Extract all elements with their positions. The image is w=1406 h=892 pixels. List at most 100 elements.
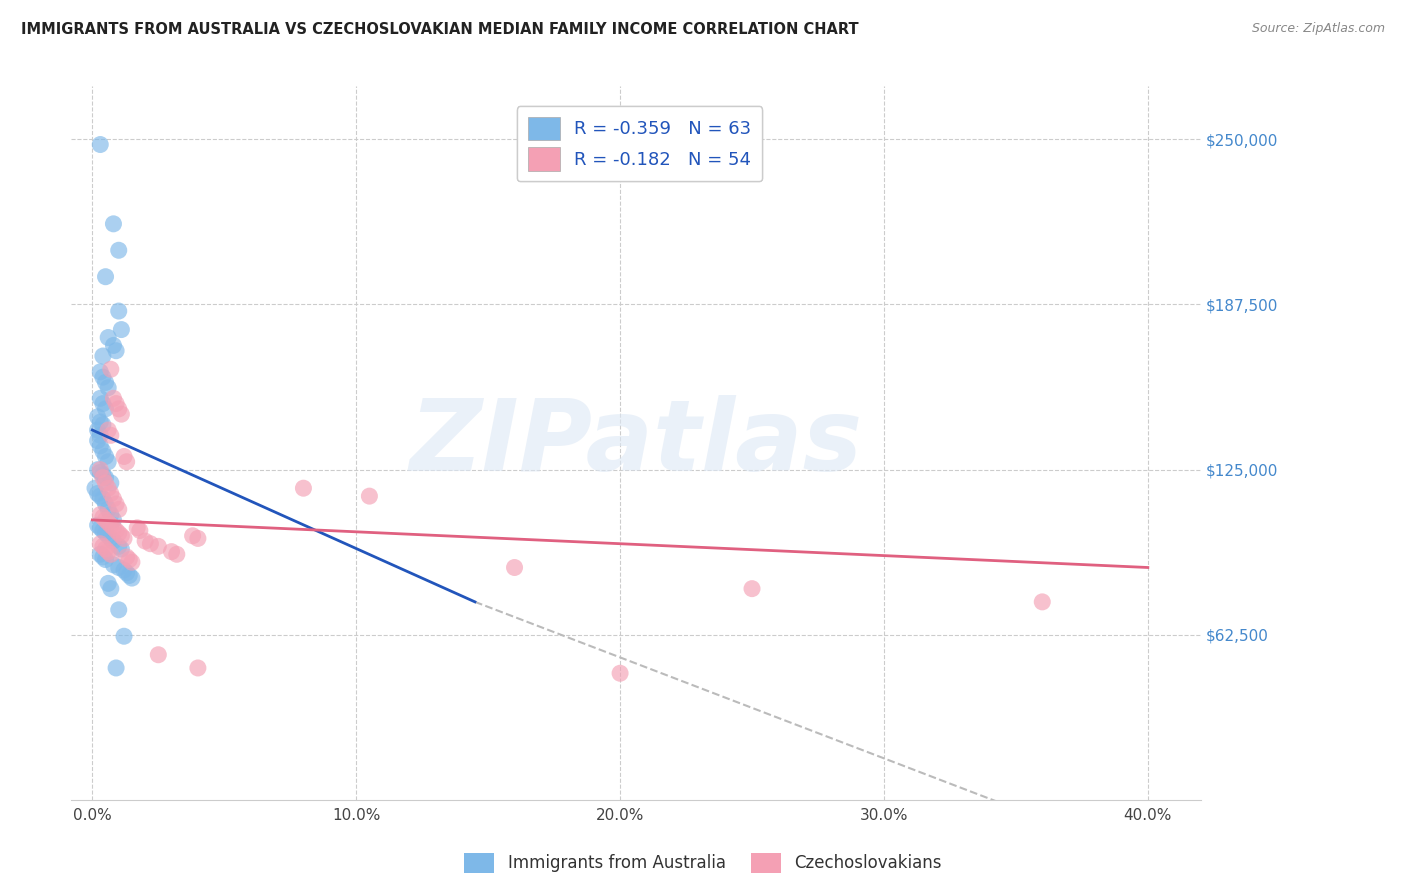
Point xyxy=(609,666,631,681)
Point xyxy=(89,489,111,503)
Point xyxy=(103,217,125,231)
Point xyxy=(86,409,108,424)
Point xyxy=(112,563,135,577)
Point xyxy=(97,330,120,344)
Point xyxy=(89,508,111,522)
Point xyxy=(105,396,128,410)
Point xyxy=(110,322,132,336)
Point xyxy=(112,629,135,643)
Point xyxy=(134,534,156,549)
Point xyxy=(91,467,114,482)
Point xyxy=(115,455,138,469)
Point xyxy=(89,137,111,152)
Point xyxy=(103,338,125,352)
Point xyxy=(86,486,108,500)
Point xyxy=(97,516,120,530)
Point xyxy=(118,552,141,566)
Legend: Immigrants from Australia, Czechoslovakians: Immigrants from Australia, Czechoslovaki… xyxy=(458,847,948,880)
Point xyxy=(107,603,129,617)
Point xyxy=(97,481,120,495)
Point xyxy=(86,434,108,448)
Point xyxy=(84,481,107,495)
Point xyxy=(91,396,114,410)
Point xyxy=(86,423,108,437)
Point xyxy=(89,365,111,379)
Point xyxy=(100,518,122,533)
Point xyxy=(128,524,150,538)
Point xyxy=(100,508,122,522)
Point xyxy=(94,376,117,390)
Point xyxy=(105,661,128,675)
Point xyxy=(112,532,135,546)
Point xyxy=(103,392,125,406)
Point xyxy=(97,529,120,543)
Point xyxy=(187,532,209,546)
Point xyxy=(91,417,114,432)
Point xyxy=(89,463,111,477)
Point xyxy=(89,466,111,480)
Point xyxy=(89,439,111,453)
Point xyxy=(100,428,122,442)
Point xyxy=(91,491,114,506)
Point xyxy=(91,510,114,524)
Point xyxy=(127,521,149,535)
Point xyxy=(100,532,122,546)
Point xyxy=(89,537,111,551)
Point xyxy=(97,455,120,469)
Point xyxy=(103,513,125,527)
Point xyxy=(107,560,129,574)
Point xyxy=(86,463,108,477)
Point xyxy=(105,497,128,511)
Point xyxy=(1031,595,1053,609)
Point xyxy=(112,450,135,464)
Point xyxy=(91,470,114,484)
Point xyxy=(91,370,114,384)
Point xyxy=(110,541,132,556)
Point xyxy=(292,481,315,495)
Point xyxy=(94,526,117,541)
Point xyxy=(91,524,114,538)
Point xyxy=(94,497,117,511)
Point xyxy=(741,582,763,596)
Point xyxy=(503,560,526,574)
Point xyxy=(89,415,111,429)
Point xyxy=(89,547,111,561)
Point xyxy=(105,524,128,538)
Point xyxy=(94,450,117,464)
Point xyxy=(86,518,108,533)
Point xyxy=(103,558,125,572)
Point xyxy=(110,407,132,421)
Point xyxy=(166,547,188,561)
Point xyxy=(105,343,128,358)
Point xyxy=(91,349,114,363)
Point xyxy=(115,549,138,564)
Point xyxy=(91,549,114,564)
Point xyxy=(100,362,122,376)
Point xyxy=(100,582,122,596)
Point xyxy=(107,502,129,516)
Point xyxy=(110,529,132,543)
Point xyxy=(94,513,117,527)
Point xyxy=(148,648,170,662)
Point xyxy=(94,552,117,566)
Point xyxy=(103,534,125,549)
Point xyxy=(100,486,122,500)
Text: IMMIGRANTS FROM AUSTRALIA VS CZECHOSLOVAKIAN MEDIAN FAMILY INCOME CORRELATION CH: IMMIGRANTS FROM AUSTRALIA VS CZECHOSLOVA… xyxy=(21,22,859,37)
Legend: R = -0.359   N = 63, R = -0.182   N = 54: R = -0.359 N = 63, R = -0.182 N = 54 xyxy=(516,106,762,181)
Point xyxy=(94,541,117,556)
Point xyxy=(100,547,122,561)
Point xyxy=(121,571,143,585)
Point xyxy=(94,470,117,484)
Point xyxy=(91,540,114,554)
Point xyxy=(359,489,381,503)
Point xyxy=(97,502,120,516)
Point xyxy=(139,537,162,551)
Point xyxy=(103,521,125,535)
Point xyxy=(107,540,129,554)
Point xyxy=(107,401,129,416)
Point xyxy=(94,401,117,416)
Point xyxy=(97,423,120,437)
Point xyxy=(160,544,183,558)
Point xyxy=(187,661,209,675)
Point xyxy=(107,526,129,541)
